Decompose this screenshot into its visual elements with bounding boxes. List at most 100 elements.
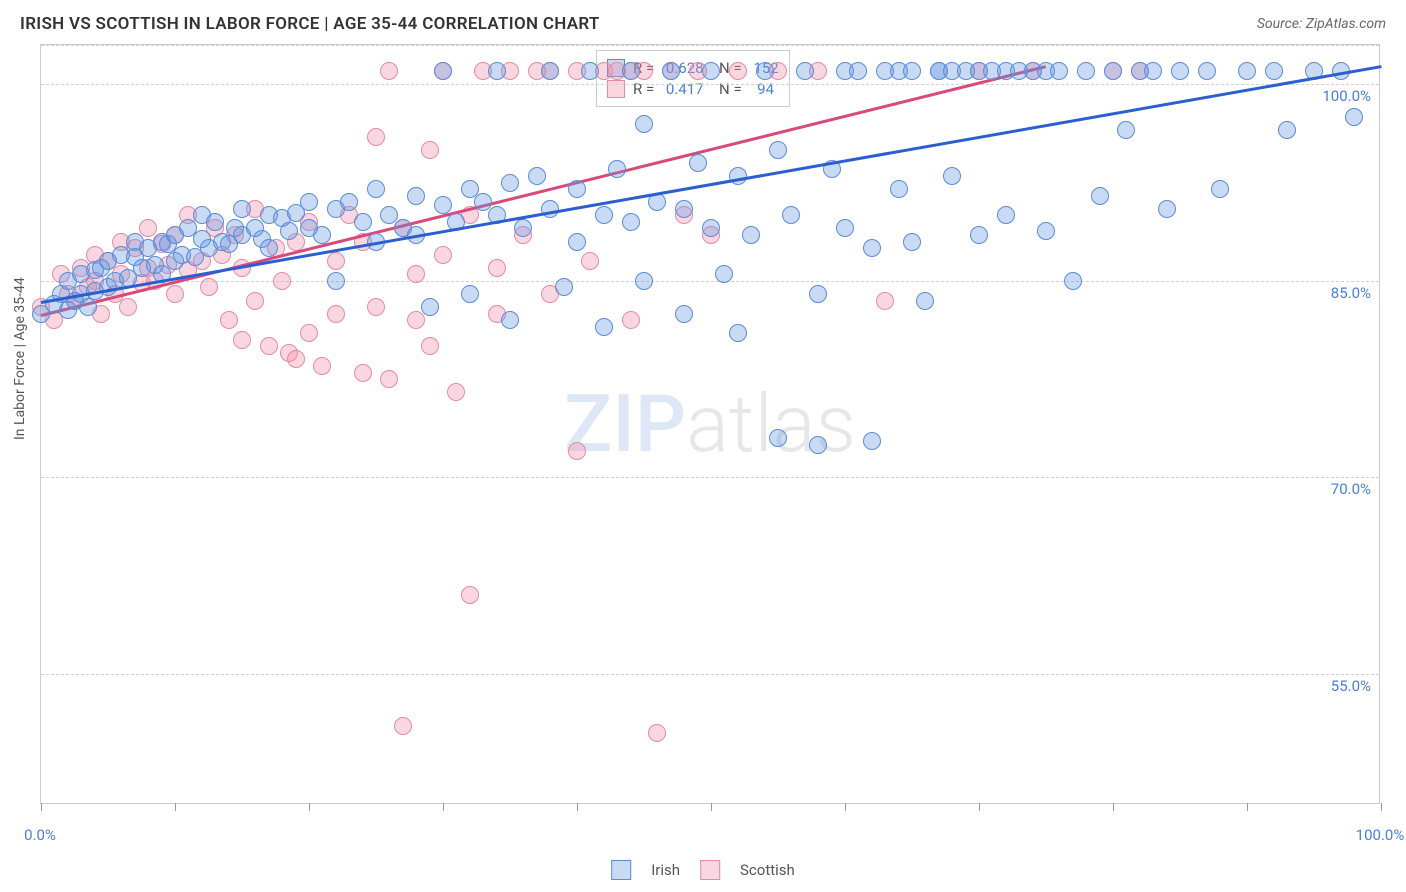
- scatter-point-irish: [622, 213, 640, 231]
- scatter-point-irish: [313, 226, 331, 244]
- legend-swatch-irish: [611, 860, 631, 880]
- scatter-point-irish: [300, 193, 318, 211]
- scatter-point-irish: [434, 196, 452, 214]
- scatter-point-scottish: [394, 717, 412, 735]
- scatter-point-scottish: [729, 62, 747, 80]
- scatter-point-scottish: [313, 357, 331, 375]
- scatter-point-irish: [1037, 222, 1055, 240]
- scatter-point-irish: [1091, 187, 1109, 205]
- scatter-point-irish: [890, 180, 908, 198]
- legend: Irish Scottish: [611, 860, 795, 880]
- xtick: [175, 803, 176, 811]
- stats-n-label: N =: [712, 80, 750, 98]
- gridline: [41, 281, 1379, 282]
- scatter-point-scottish: [327, 305, 345, 323]
- chart-header: IRISH VS SCOTTISH IN LABOR FORCE | AGE 3…: [0, 0, 1406, 44]
- xtick: [1247, 803, 1248, 811]
- scatter-point-irish: [1238, 62, 1256, 80]
- scatter-point-scottish: [421, 337, 439, 355]
- scatter-point-irish: [635, 272, 653, 290]
- scatter-point-irish: [796, 62, 814, 80]
- scatter-point-irish: [528, 167, 546, 185]
- scatter-point-scottish: [407, 311, 425, 329]
- scatter-point-scottish: [300, 324, 318, 342]
- scatter-point-irish: [809, 285, 827, 303]
- scatter-point-irish: [836, 219, 854, 237]
- xtick: [577, 803, 578, 811]
- scatter-point-irish: [407, 187, 425, 205]
- scatter-point-irish: [635, 115, 653, 133]
- scatter-point-scottish: [327, 252, 345, 270]
- ytick-label: 100.0%: [1322, 87, 1371, 105]
- xtick: [979, 803, 980, 811]
- scatter-point-irish: [488, 62, 506, 80]
- scatter-point-scottish: [407, 265, 425, 283]
- scatter-point-irish: [943, 167, 961, 185]
- scatter-point-irish: [1077, 62, 1095, 80]
- scatter-point-scottish: [119, 298, 137, 316]
- stats-swatch-scottish: [607, 80, 625, 98]
- scatter-point-scottish: [488, 259, 506, 277]
- scatter-point-irish: [555, 278, 573, 296]
- xtick-label-max: 100.0%: [1356, 826, 1405, 844]
- xtick: [309, 803, 310, 811]
- scatter-point-scottish: [287, 350, 305, 368]
- scatter-point-irish: [501, 311, 519, 329]
- scatter-point-scottish: [421, 141, 439, 159]
- scatter-point-irish: [756, 62, 774, 80]
- scatter-point-irish: [568, 233, 586, 251]
- gridline: [41, 477, 1379, 478]
- scatter-point-irish: [742, 226, 760, 244]
- scatter-point-irish: [434, 62, 452, 80]
- scatter-point-irish: [514, 219, 532, 237]
- scatter-point-scottish: [367, 298, 385, 316]
- scatter-point-irish: [1104, 62, 1122, 80]
- scatter-point-irish: [1278, 121, 1296, 139]
- gridline: [41, 45, 1379, 46]
- scatter-point-scottish: [246, 292, 264, 310]
- watermark-atlas: atlas: [686, 377, 856, 471]
- scatter-point-scottish: [461, 586, 479, 604]
- scatter-point-irish: [863, 239, 881, 257]
- scatter-point-irish: [461, 285, 479, 303]
- scatter-point-irish: [280, 222, 298, 240]
- scatter-point-irish: [702, 62, 720, 80]
- scatter-point-irish: [903, 233, 921, 251]
- xtick: [711, 803, 712, 811]
- scatter-point-scottish: [434, 246, 452, 264]
- scatter-point-irish: [1265, 62, 1283, 80]
- scatter-point-irish: [916, 292, 934, 310]
- scatter-point-irish: [541, 62, 559, 80]
- scatter-point-irish: [769, 141, 787, 159]
- scatter-point-irish: [1050, 62, 1068, 80]
- scatter-point-irish: [354, 213, 372, 231]
- xtick: [1113, 803, 1114, 811]
- ytick-label: 70.0%: [1331, 480, 1371, 498]
- scatter-point-scottish: [367, 128, 385, 146]
- scatter-point-irish: [541, 200, 559, 218]
- scatter-point-scottish: [568, 442, 586, 460]
- legend-swatch-scottish: [700, 860, 720, 880]
- scatter-point-irish: [1211, 180, 1229, 198]
- stats-row-scottish: R = 0.417 N = 94: [607, 80, 779, 98]
- scatter-point-irish: [568, 180, 586, 198]
- scatter-point-irish: [970, 226, 988, 244]
- scatter-point-irish: [689, 154, 707, 172]
- scatter-point-irish: [622, 62, 640, 80]
- scatter-point-irish: [1117, 121, 1135, 139]
- gridline: [41, 84, 1379, 85]
- scatter-point-irish: [1171, 62, 1189, 80]
- scatter-point-irish: [367, 180, 385, 198]
- scatter-point-irish: [729, 167, 747, 185]
- scatter-point-scottish: [622, 311, 640, 329]
- scatter-point-irish: [809, 436, 827, 454]
- scatter-point-scottish: [354, 364, 372, 382]
- scatter-point-irish: [327, 272, 345, 290]
- stats-r-label: R =: [633, 80, 658, 98]
- chart-plot-area: ZIPatlas R = 0.628 N = 152 R = 0.417 N =…: [40, 44, 1380, 804]
- scatter-point-irish: [715, 265, 733, 283]
- scatter-point-irish: [79, 298, 97, 316]
- scatter-point-irish: [1144, 62, 1162, 80]
- scatter-point-irish: [863, 432, 881, 450]
- stats-r-scottish: 0.417: [666, 80, 704, 98]
